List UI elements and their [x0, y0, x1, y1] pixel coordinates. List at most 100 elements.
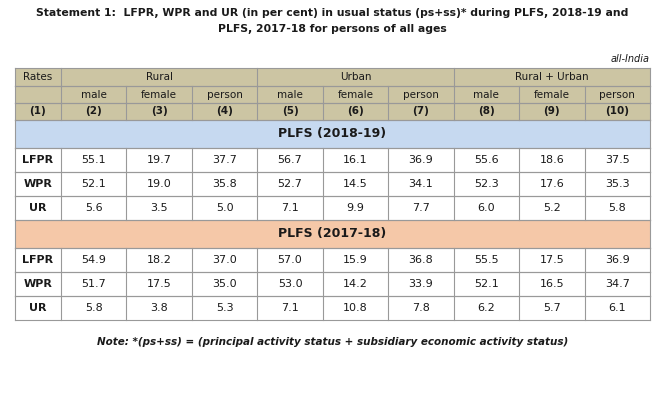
Bar	[15, 148, 650, 172]
Text: PLFS, 2017-18 for persons of all ages: PLFS, 2017-18 for persons of all ages	[218, 24, 447, 34]
Text: 14.2: 14.2	[343, 279, 368, 289]
Text: 5.3: 5.3	[216, 303, 233, 313]
Text: male: male	[473, 90, 499, 100]
Text: 5.0: 5.0	[216, 203, 233, 213]
Bar	[15, 272, 650, 296]
Text: 5.8: 5.8	[85, 303, 102, 313]
Text: 16.5: 16.5	[539, 279, 564, 289]
Text: 37.0: 37.0	[212, 255, 237, 265]
Text: 10.8: 10.8	[343, 303, 368, 313]
Text: Urban: Urban	[340, 72, 371, 82]
Text: (4): (4)	[216, 106, 233, 116]
Bar	[15, 296, 650, 320]
Text: (6): (6)	[347, 106, 364, 116]
Text: 17.5: 17.5	[147, 279, 172, 289]
Text: 37.7: 37.7	[212, 155, 237, 165]
Text: 19.7: 19.7	[147, 155, 172, 165]
Bar	[15, 172, 650, 196]
Text: 6.1: 6.1	[608, 303, 626, 313]
Text: 55.1: 55.1	[81, 155, 106, 165]
Text: 7.1: 7.1	[281, 203, 299, 213]
Text: 5.6: 5.6	[85, 203, 102, 213]
Text: 35.0: 35.0	[212, 279, 237, 289]
Text: PLFS (2018-19): PLFS (2018-19)	[279, 128, 386, 140]
Text: Note: *(ps+ss) = (principal activity status + subsidiary economic activity statu: Note: *(ps+ss) = (principal activity sta…	[97, 337, 568, 347]
Text: 36.9: 36.9	[605, 255, 630, 265]
Bar	[15, 220, 650, 248]
Text: person: person	[599, 90, 635, 100]
Text: (1): (1)	[30, 106, 47, 116]
Text: 18.2: 18.2	[147, 255, 172, 265]
Text: 34.7: 34.7	[605, 279, 630, 289]
Text: 18.6: 18.6	[539, 155, 564, 165]
Text: 36.9: 36.9	[408, 155, 434, 165]
Bar	[15, 68, 650, 86]
Text: (8): (8)	[478, 106, 495, 116]
Text: 52.7: 52.7	[277, 179, 303, 189]
Text: 19.0: 19.0	[147, 179, 172, 189]
Text: 3.8: 3.8	[150, 303, 168, 313]
Text: 15.9: 15.9	[343, 255, 368, 265]
Text: 51.7: 51.7	[81, 279, 106, 289]
Text: WPR: WPR	[23, 279, 53, 289]
Text: (5): (5)	[282, 106, 299, 116]
Text: 5.8: 5.8	[608, 203, 626, 213]
Text: 33.9: 33.9	[408, 279, 434, 289]
Text: 5.2: 5.2	[543, 203, 561, 213]
Text: (9): (9)	[543, 106, 560, 116]
Text: WPR: WPR	[23, 179, 53, 189]
Bar	[15, 120, 650, 148]
Text: 7.7: 7.7	[412, 203, 430, 213]
Text: UR: UR	[29, 303, 47, 313]
Text: 9.9: 9.9	[346, 203, 364, 213]
Text: 55.6: 55.6	[474, 155, 499, 165]
Text: (7): (7)	[412, 106, 430, 116]
Text: 37.5: 37.5	[605, 155, 630, 165]
Text: 7.1: 7.1	[281, 303, 299, 313]
Text: 14.5: 14.5	[343, 179, 368, 189]
Text: 52.1: 52.1	[474, 279, 499, 289]
Text: 6.0: 6.0	[477, 203, 495, 213]
Text: LFPR: LFPR	[23, 155, 54, 165]
Text: 56.7: 56.7	[278, 155, 303, 165]
Text: UR: UR	[29, 203, 47, 213]
Text: 16.1: 16.1	[343, 155, 368, 165]
Bar	[15, 103, 650, 120]
Text: PLFS (2017-18): PLFS (2017-18)	[279, 228, 386, 240]
Text: 57.0: 57.0	[278, 255, 303, 265]
Text: (3): (3)	[151, 106, 168, 116]
Bar	[15, 196, 650, 220]
Text: 53.0: 53.0	[278, 279, 303, 289]
Text: 52.1: 52.1	[81, 179, 106, 189]
Bar	[15, 86, 650, 103]
Text: person: person	[403, 90, 439, 100]
Text: 35.8: 35.8	[212, 179, 237, 189]
Text: Rates: Rates	[23, 72, 53, 82]
Text: (10): (10)	[605, 106, 629, 116]
Bar	[15, 248, 650, 272]
Text: 34.1: 34.1	[408, 179, 434, 189]
Text: 52.3: 52.3	[474, 179, 499, 189]
Text: 6.2: 6.2	[477, 303, 495, 313]
Text: person: person	[207, 90, 243, 100]
Text: female: female	[534, 90, 570, 100]
Text: (2): (2)	[85, 106, 102, 116]
Text: 36.8: 36.8	[408, 255, 434, 265]
Text: Rural + Urban: Rural + Urban	[515, 72, 589, 82]
Text: Rural: Rural	[146, 72, 173, 82]
Text: 3.5: 3.5	[150, 203, 168, 213]
Text: LFPR: LFPR	[23, 255, 54, 265]
Text: Statement 1:  LFPR, WPR and UR (in per cent) in usual status (ps+ss)* during PLF: Statement 1: LFPR, WPR and UR (in per ce…	[37, 8, 628, 18]
Text: female: female	[338, 90, 374, 100]
Text: 7.8: 7.8	[412, 303, 430, 313]
Text: male: male	[277, 90, 303, 100]
Text: 17.6: 17.6	[539, 179, 564, 189]
Text: 54.9: 54.9	[81, 255, 106, 265]
Text: 17.5: 17.5	[539, 255, 564, 265]
Text: 55.5: 55.5	[474, 255, 499, 265]
Text: 35.3: 35.3	[605, 179, 630, 189]
Text: female: female	[141, 90, 177, 100]
Text: all-India: all-India	[611, 54, 650, 64]
Text: male: male	[80, 90, 106, 100]
Text: 5.7: 5.7	[543, 303, 561, 313]
